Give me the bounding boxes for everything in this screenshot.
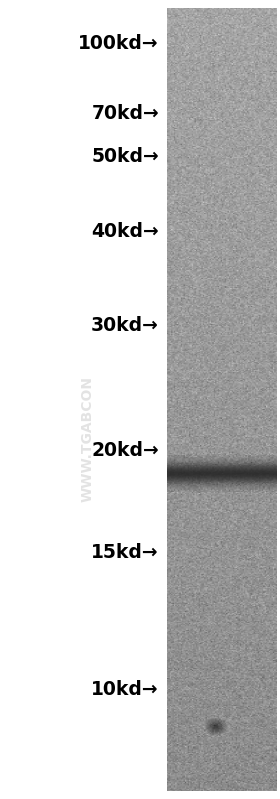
Text: 30kd→: 30kd→ [91, 316, 159, 335]
Text: 50kd→: 50kd→ [91, 147, 159, 166]
Text: 40kd→: 40kd→ [91, 221, 159, 240]
Text: WWW.TGABCON: WWW.TGABCON [80, 376, 94, 502]
Text: 15kd→: 15kd→ [92, 543, 159, 562]
Text: 10kd→: 10kd→ [92, 680, 159, 698]
Text: 20kd→: 20kd→ [91, 441, 159, 460]
Text: 70kd→: 70kd→ [91, 104, 159, 123]
Text: 100kd→: 100kd→ [78, 34, 159, 53]
